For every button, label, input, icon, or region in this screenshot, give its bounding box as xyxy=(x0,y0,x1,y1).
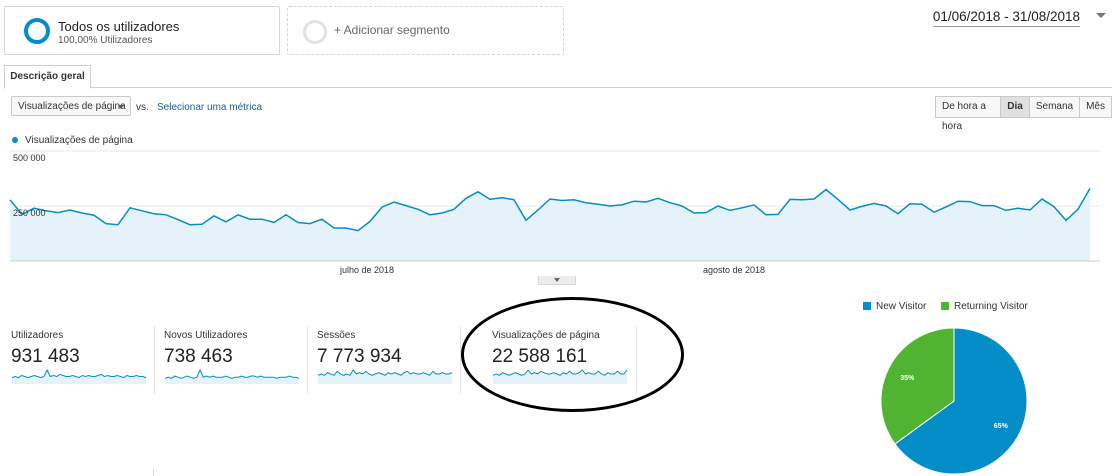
scorecard-divider xyxy=(154,326,155,394)
scorecard-value: 22 588 161 xyxy=(492,346,588,367)
day-button[interactable]: Dia xyxy=(1000,96,1030,118)
divider-stub xyxy=(153,468,154,476)
scorecard-value: 931 483 xyxy=(11,346,80,367)
chevron-down-icon xyxy=(554,278,560,282)
pie-slice-returning-visitor[interactable] xyxy=(880,327,955,445)
sparkline-line xyxy=(12,368,147,379)
sparkline-line xyxy=(165,368,300,379)
select-metric-link[interactable]: Selecionar uma métrica xyxy=(157,102,263,113)
month-button[interactable]: Mês xyxy=(1079,96,1112,118)
sparkline xyxy=(493,369,628,384)
scorecard-sessions[interactable]: Sessões 7 773 934 xyxy=(317,328,457,390)
pageviews-area xyxy=(10,188,1090,261)
vs-label: vs. xyxy=(136,102,149,113)
sparkline-line xyxy=(318,369,453,376)
sparkline-area xyxy=(12,370,146,384)
legend-label-new-visitor: New Visitor xyxy=(876,301,927,312)
metric-dropdown-label: Visualizações de página xyxy=(18,101,126,112)
pageviews-line-chart: 500 000 250 000 julho de 2018 agosto de … xyxy=(9,150,1100,275)
scorecard-value: 738 463 xyxy=(164,346,233,367)
x-tick-label-august: agosto de 2018 xyxy=(703,265,765,275)
legend-swatch-new-visitor xyxy=(863,302,871,310)
time-granularity-group: De hora a hora Dia Semana Mês xyxy=(935,96,1112,132)
add-segment-label: + Adicionar segmento xyxy=(334,23,450,37)
segment-ring-icon xyxy=(24,18,50,44)
sparkline-area xyxy=(165,370,299,384)
legend-label-returning-visitor: Returning Visitor xyxy=(954,301,1028,312)
date-range-picker[interactable]: 01/06/2018 - 31/08/2018 xyxy=(932,9,1080,27)
scorecard-pageviews[interactable]: Visualizações de página 22 588 161 xyxy=(492,328,632,390)
metric-dropdown[interactable]: Visualizações de página xyxy=(11,96,131,116)
pie-label-returning-visitor: 35% xyxy=(900,375,915,382)
sparkline-area xyxy=(493,370,627,384)
chevron-down-icon[interactable] xyxy=(1096,13,1106,18)
scorecard-label: Novos Utilizadores xyxy=(164,330,248,341)
scorecard-divider xyxy=(460,326,461,394)
pageviews-line xyxy=(9,188,1091,232)
sparkline xyxy=(12,368,147,384)
scorecard-divider xyxy=(636,326,637,394)
segment-subtitle: 100,00% Utilizadores xyxy=(58,35,153,46)
hourly-button[interactable]: De hora a hora xyxy=(935,96,1002,132)
tab-divider xyxy=(4,87,1112,88)
segment-all-users[interactable]: Todos os utilizadores 100,00% Utilizador… xyxy=(4,6,280,55)
sparkline-line xyxy=(493,369,628,376)
week-button[interactable]: Semana xyxy=(1028,96,1081,118)
chart-collapse-handle[interactable] xyxy=(538,276,576,285)
scorecard-value: 7 773 934 xyxy=(317,346,402,367)
scorecard-users[interactable]: Utilizadores 931 483 xyxy=(11,328,151,390)
visitor-type-pie-chart: 65% 35% xyxy=(880,327,1028,475)
segment-name: Todos os utilizadores xyxy=(58,19,180,34)
empty-segment-ring-icon xyxy=(303,20,327,44)
legend-dot xyxy=(12,137,18,143)
legend-swatch-returning-visitor xyxy=(941,302,949,310)
legend-label-pageviews: Visualizações de página xyxy=(25,135,133,146)
scorecard-label: Utilizadores xyxy=(11,330,64,341)
tab-overview[interactable]: Descrição geral xyxy=(4,65,91,89)
x-tick-label-july: julho de 2018 xyxy=(339,265,394,275)
scorecard-label: Sessões xyxy=(317,330,356,341)
scorecard-divider xyxy=(307,326,308,394)
pie-label-new-visitor: 65% xyxy=(994,423,1009,430)
scorecard-new-users[interactable]: Novos Utilizadores 738 463 xyxy=(164,328,304,390)
y-tick-label-500000: 500 000 xyxy=(13,153,46,163)
add-segment-button[interactable]: + Adicionar segmento xyxy=(287,6,564,55)
pie-slice-new-visitor[interactable] xyxy=(894,327,1028,475)
sparkline xyxy=(165,368,300,384)
y-tick-label-250000: 250 000 xyxy=(13,208,46,218)
chevron-down-icon xyxy=(118,105,124,109)
scorecard-label: Visualizações de página xyxy=(492,330,600,341)
sparkline xyxy=(318,369,453,384)
